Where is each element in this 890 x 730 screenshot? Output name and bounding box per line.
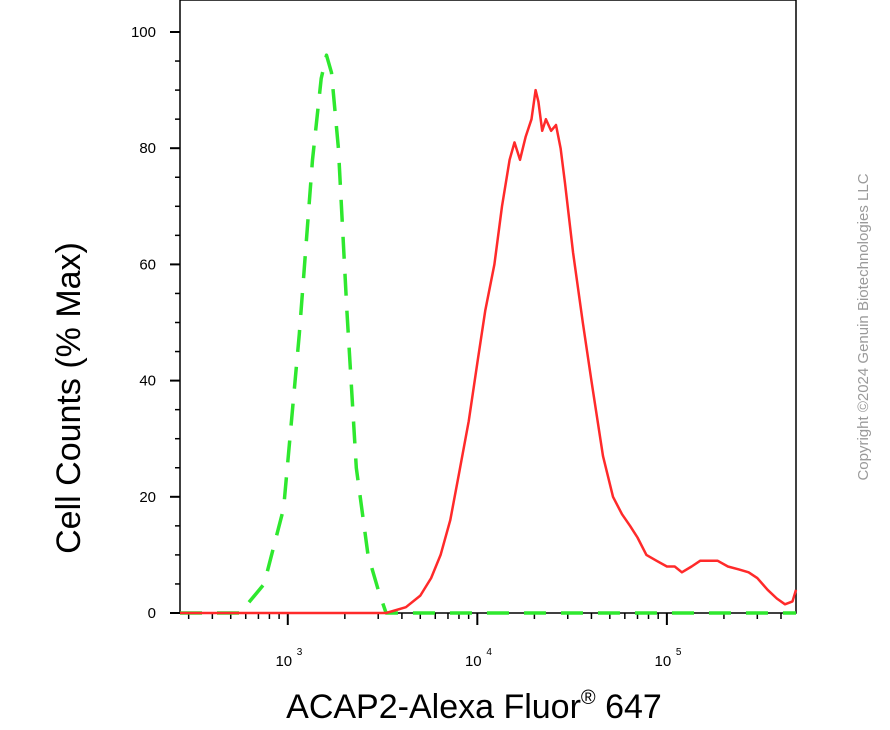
x-tick-exponent: 4: [486, 647, 492, 658]
x-axis: 10 3 10 4 10 5: [187, 613, 782, 670]
series-control-line: [180, 53, 796, 615]
y-tick-label: 20: [139, 489, 156, 506]
x-tick-label: 10: [275, 653, 292, 670]
y-axis-title: Cell Counts (% Max): [50, 242, 88, 554]
y-tick-label: 60: [139, 256, 156, 273]
x-axis-title-registered: ®: [581, 687, 596, 709]
y-tick-label: 80: [139, 140, 156, 157]
plot-frame: [179, 0, 797, 614]
x-tick-label: 10: [465, 653, 482, 670]
x-tick-exponent: 3: [297, 647, 303, 658]
x-axis-title-main: ACAP2-Alexa Fluor: [286, 688, 581, 726]
y-axis: 0 20 40 60 80 100: [131, 24, 180, 622]
x-axis-title-suffix: 647: [596, 688, 662, 726]
copyright-watermark: Copyright ©2024 Genuin Biotechnologies L…: [855, 173, 872, 480]
x-tick-label: 10: [655, 653, 672, 670]
x-axis-title: ACAP2-Alexa Fluor® 647: [286, 687, 662, 726]
y-tick-label: 100: [131, 24, 156, 41]
y-tick-label: 40: [139, 373, 156, 390]
x-tick-exponent: 5: [676, 647, 682, 658]
series-layer: [180, 53, 798, 615]
y-tick-label: 0: [148, 605, 156, 622]
series-sample-line: [180, 88, 798, 615]
